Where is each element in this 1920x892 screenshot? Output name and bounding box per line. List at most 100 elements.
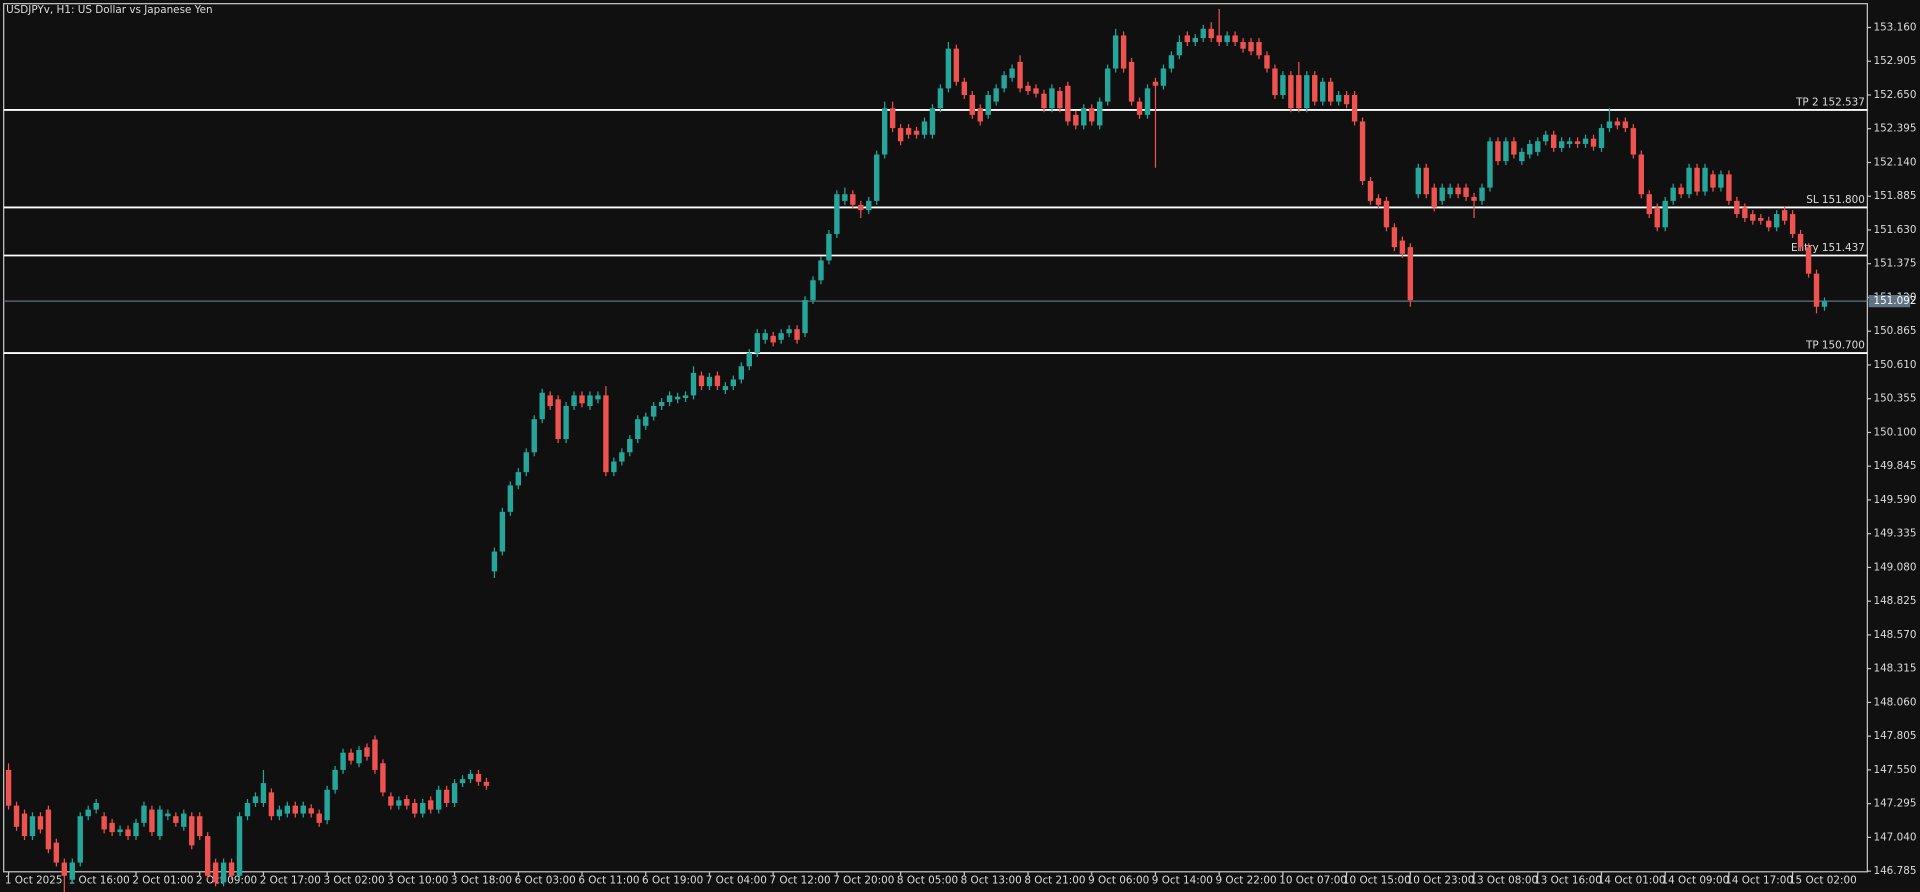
candle-body xyxy=(37,816,44,830)
x-tick-label: 13 Oct 08:00 xyxy=(1470,874,1538,886)
candle-body xyxy=(619,452,625,462)
candle-body xyxy=(1758,218,1764,221)
candle-body xyxy=(1248,42,1254,52)
x-tick-label: 15 Oct 02:00 xyxy=(1789,874,1857,886)
candle-body xyxy=(244,802,251,817)
candle-body xyxy=(1487,141,1493,188)
candle-body xyxy=(53,842,60,863)
candle-body xyxy=(1144,88,1151,115)
y-tick-label: 149.590 xyxy=(1873,494,1916,506)
candle-body xyxy=(1216,35,1222,43)
candle-body xyxy=(1343,94,1350,105)
candle-body xyxy=(388,796,394,806)
candle-body xyxy=(1327,81,1334,102)
candle-body xyxy=(1089,108,1095,122)
candle-body xyxy=(491,551,498,572)
candle-body xyxy=(866,200,872,211)
candle-body xyxy=(1423,167,1429,195)
candle-body xyxy=(1789,214,1796,234)
candle-body xyxy=(762,333,768,340)
x-tick-label: 13 Oct 16:00 xyxy=(1534,874,1602,886)
candle-body xyxy=(1335,94,1342,102)
candle-body xyxy=(236,816,243,876)
candle-body xyxy=(1439,187,1445,201)
x-tick-label: 7 Oct 12:00 xyxy=(769,874,830,886)
y-tick-label: 146.785 xyxy=(1873,865,1916,877)
candle-body xyxy=(1065,85,1071,122)
y-tick-label: 149.845 xyxy=(1873,460,1916,472)
candle-body xyxy=(220,862,227,883)
candle-body xyxy=(571,395,577,406)
candle-body xyxy=(499,511,506,552)
bid-label-box xyxy=(1868,295,1911,308)
candle-body xyxy=(396,800,402,806)
candle-body xyxy=(1797,233,1804,248)
candle-body xyxy=(929,108,936,135)
candle-body xyxy=(531,419,537,453)
candle-body xyxy=(1057,91,1063,109)
candle-body xyxy=(364,747,370,757)
candle-body xyxy=(913,130,920,135)
candle-body xyxy=(611,461,617,473)
candle-body xyxy=(977,108,983,122)
candle-body xyxy=(451,783,458,803)
candle-body xyxy=(133,822,139,837)
candle-body xyxy=(1224,35,1230,43)
candle-body xyxy=(1614,121,1621,126)
candle-body xyxy=(1646,194,1652,215)
candle-body xyxy=(961,81,968,95)
candle-body xyxy=(300,805,306,814)
candle-body xyxy=(45,809,52,850)
candle-body xyxy=(698,375,705,387)
level-label: Entry 151.437 xyxy=(1791,242,1865,254)
candle-body xyxy=(1120,35,1127,69)
x-tick-label: 1 Oct 16:00 xyxy=(69,874,130,886)
candle-body xyxy=(786,329,792,334)
y-tick-label: 147.040 xyxy=(1873,831,1916,843)
x-tick-label: 6 Oct 11:00 xyxy=(578,874,639,886)
y-tick-label: 150.610 xyxy=(1873,359,1916,371)
candle-body xyxy=(1272,68,1278,95)
candle-body xyxy=(1566,141,1573,144)
candle-body xyxy=(1001,75,1007,89)
x-tick-label: 2 Oct 09:00 xyxy=(196,874,257,886)
candle-body xyxy=(969,94,975,115)
candle-body xyxy=(467,773,474,780)
candle-body xyxy=(1383,200,1390,228)
candle-body xyxy=(794,329,800,340)
candle-body xyxy=(1479,187,1485,201)
candle-body xyxy=(1543,134,1549,142)
candle-body xyxy=(292,805,298,814)
candle-body xyxy=(308,808,314,814)
candle-body xyxy=(1152,81,1159,86)
candle-body xyxy=(1264,55,1270,69)
candle-body xyxy=(1574,141,1581,144)
x-tick-label: 9 Oct 14:00 xyxy=(1152,874,1213,886)
candle-body xyxy=(889,108,896,129)
candle-body xyxy=(523,452,529,473)
candle-body xyxy=(109,822,115,833)
candle-body xyxy=(412,802,418,814)
candle-body xyxy=(1280,75,1286,95)
candle-body xyxy=(874,154,880,201)
candle-body xyxy=(117,829,123,833)
candle-body xyxy=(1049,88,1055,109)
candle-body xyxy=(1742,207,1748,219)
candle-body xyxy=(204,836,211,876)
y-tick-label: 152.140 xyxy=(1873,156,1916,168)
candle-body xyxy=(658,402,665,406)
candle-body xyxy=(435,789,442,810)
bid-label: 151.092 xyxy=(1873,295,1916,307)
candle-body xyxy=(483,781,490,786)
candle-body xyxy=(1734,200,1740,215)
candle-body xyxy=(276,809,283,817)
candle-body xyxy=(746,353,752,367)
candle-body xyxy=(818,260,824,281)
candle-body xyxy=(1009,68,1015,78)
candle-body xyxy=(858,204,864,211)
candle-body xyxy=(1702,167,1708,192)
candle-body xyxy=(1104,68,1111,102)
candle-body xyxy=(5,769,12,806)
candle-body xyxy=(778,333,784,340)
